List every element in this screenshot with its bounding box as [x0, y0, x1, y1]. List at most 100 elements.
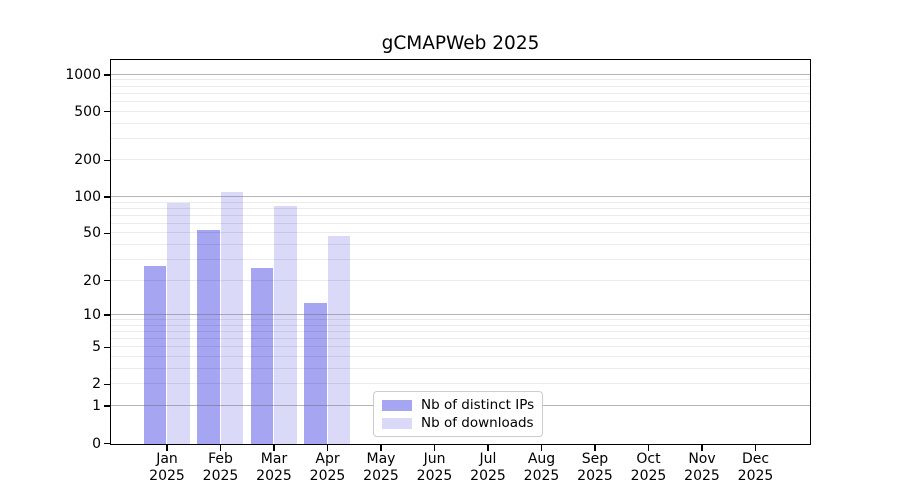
legend-label-distinct-ips: Nb of distinct IPs: [421, 396, 535, 413]
bar-distinct-ips-mar: [250, 267, 273, 444]
x-tick-label-mar: Mar 2025: [242, 451, 306, 485]
x-tick-mark: [594, 445, 596, 451]
y-tick-label: 2: [92, 376, 101, 393]
gridline-minor: [111, 383, 810, 385]
y-tick-mark: [103, 279, 110, 282]
legend-label-downloads: Nb of downloads: [421, 414, 534, 431]
y-tick-mark: [103, 196, 110, 198]
x-tick-label-month: Mar: [260, 451, 288, 467]
y-tick-mark: [103, 405, 110, 407]
gridline-minor: [111, 324, 810, 326]
bar-downloads-apr: [327, 236, 350, 444]
x-tick-label-may: May 2025: [349, 451, 413, 485]
y-tick-mark: [103, 110, 110, 113]
y-tick-label: 20: [83, 272, 101, 289]
x-tick-label-year: 2025: [363, 468, 399, 484]
x-tick-label-feb: Feb 2025: [189, 451, 253, 485]
x-tick-label-month: Jan: [156, 451, 178, 467]
bar-distinct-ips-jan: [143, 265, 166, 444]
gridline-minor: [111, 331, 810, 333]
x-tick-label-aug: Aug 2025: [510, 451, 574, 485]
x-tick-mark: [487, 445, 489, 451]
x-tick-label-year: 2025: [684, 468, 720, 484]
gridline-minor: [111, 110, 810, 112]
x-tick-label-year: 2025: [256, 468, 292, 484]
bar-downloads-feb: [220, 191, 243, 444]
x-tick-label-month: Apr: [315, 451, 340, 467]
x-tick-label-year: 2025: [149, 468, 185, 484]
gridline-minor: [111, 232, 810, 234]
x-tick-label-year: 2025: [202, 468, 239, 484]
x-tick-label-month: May: [366, 451, 396, 467]
gridline-minor: [111, 346, 810, 348]
y-tick-label: 10: [83, 307, 101, 324]
y-tick-mark: [103, 314, 110, 316]
x-tick-label-year: 2025: [470, 468, 506, 484]
y-tick-mark: [103, 159, 110, 162]
x-tick-label-sep: Sep 2025: [563, 451, 627, 485]
gridline-minor: [111, 356, 810, 358]
y-tick-label: 100: [74, 189, 101, 205]
x-tick-label-year: 2025: [630, 468, 667, 484]
x-tick-label-month: Aug: [527, 451, 556, 467]
gridline-major: [111, 73, 810, 75]
x-tick-mark: [219, 445, 222, 451]
gridline-minor: [111, 201, 810, 203]
gridline-minor: [111, 92, 810, 94]
bar-distinct-ips-feb: [197, 229, 220, 444]
gridline-minor: [111, 338, 810, 340]
x-tick-mark: [166, 445, 168, 451]
gridline-minor: [111, 79, 810, 81]
y-tick-mark: [103, 442, 110, 445]
y-tick-label: 1: [92, 398, 101, 415]
x-tick-mark: [433, 445, 436, 451]
x-tick-label-month: Nov: [688, 451, 716, 467]
x-tick-label-jan: Jan 2025: [135, 451, 199, 485]
x-tick-label-apr: Apr 2025: [296, 451, 360, 485]
gridline-minor: [111, 100, 810, 102]
y-tick-mark: [103, 232, 110, 235]
gridline-major: [111, 195, 810, 198]
plot-area: Nb of distinct IPs Nb of downloads: [110, 59, 811, 445]
y-tick-label: 0: [92, 435, 101, 452]
legend-swatch-downloads-icon: [382, 417, 412, 429]
x-tick-label-oct: Oct 2025: [617, 451, 681, 485]
x-tick-mark: [701, 445, 703, 451]
gridline-minor: [111, 258, 810, 260]
gridline-minor: [111, 122, 810, 124]
gridline-minor: [111, 319, 810, 321]
gridline-minor: [111, 207, 810, 209]
y-tick-mark: [103, 74, 110, 76]
x-tick-mark: [273, 445, 275, 451]
x-tick-label-dec: Dec 2025: [724, 451, 788, 485]
bar-downloads-mar: [274, 206, 297, 444]
x-tick-mark: [540, 445, 543, 451]
gridline-major: [111, 314, 810, 316]
x-tick-label-year: 2025: [523, 468, 560, 484]
gridline-minor: [111, 222, 810, 224]
gridline-minor: [111, 137, 810, 139]
x-tick-label-year: 2025: [577, 468, 613, 484]
legend-item-downloads: Nb of downloads: [382, 415, 534, 432]
x-tick-mark: [754, 445, 757, 451]
x-tick-mark: [647, 445, 650, 451]
y-tick-mark: [103, 346, 110, 349]
x-tick-label-month: Dec: [741, 451, 770, 467]
gridline-minor: [111, 85, 810, 87]
bar-distinct-ips-apr: [304, 302, 327, 444]
x-tick-label-year: 2025: [416, 468, 453, 484]
y-tick-label: 200: [74, 152, 101, 169]
chart-title: gCMAPWeb 2025: [381, 33, 540, 54]
gridline-minor: [111, 279, 810, 281]
x-tick-label-year: 2025: [737, 468, 774, 484]
y-tick-label: 5: [92, 339, 101, 356]
x-tick-label-nov: Nov 2025: [670, 451, 734, 485]
x-tick-label-month: Feb: [208, 451, 233, 467]
y-tick-label: 1000: [65, 66, 101, 83]
y-tick-mark: [103, 383, 110, 386]
x-tick-label-month: Jul: [479, 451, 497, 467]
y-tick-label: 500: [74, 103, 101, 120]
x-tick-mark: [326, 445, 329, 451]
x-tick-label-month: Jun: [423, 451, 446, 467]
